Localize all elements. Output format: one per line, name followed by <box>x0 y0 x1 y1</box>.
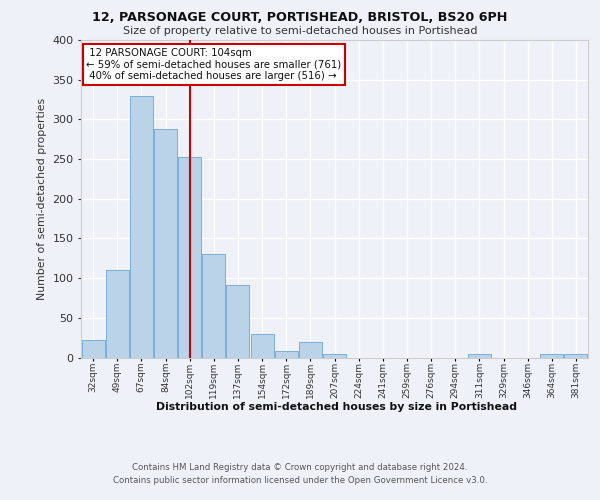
Text: Distribution of semi-detached houses by size in Portishead: Distribution of semi-detached houses by … <box>155 402 517 412</box>
Bar <box>275 351 298 358</box>
Bar <box>468 354 491 358</box>
Text: 12, PARSONAGE COURT, PORTISHEAD, BRISTOL, BS20 6PH: 12, PARSONAGE COURT, PORTISHEAD, BRISTOL… <box>92 11 508 24</box>
Text: 12 PARSONAGE COURT: 104sqm
← 59% of semi-detached houses are smaller (761)
 40% : 12 PARSONAGE COURT: 104sqm ← 59% of semi… <box>86 48 341 81</box>
Text: Contains HM Land Registry data © Crown copyright and database right 2024.: Contains HM Land Registry data © Crown c… <box>132 462 468 471</box>
Bar <box>178 158 201 358</box>
Bar <box>565 354 587 358</box>
Bar <box>541 354 563 358</box>
Y-axis label: Number of semi-detached properties: Number of semi-detached properties <box>37 98 47 300</box>
Bar <box>251 334 274 357</box>
Bar <box>106 270 128 358</box>
Bar <box>82 340 104 357</box>
Bar <box>226 286 250 358</box>
Bar <box>130 96 153 358</box>
Text: Contains public sector information licensed under the Open Government Licence v3: Contains public sector information licen… <box>113 476 487 485</box>
Bar <box>154 129 177 358</box>
Bar <box>202 254 225 358</box>
Bar <box>299 342 322 357</box>
Text: Size of property relative to semi-detached houses in Portishead: Size of property relative to semi-detach… <box>123 26 477 36</box>
Bar <box>323 354 346 358</box>
